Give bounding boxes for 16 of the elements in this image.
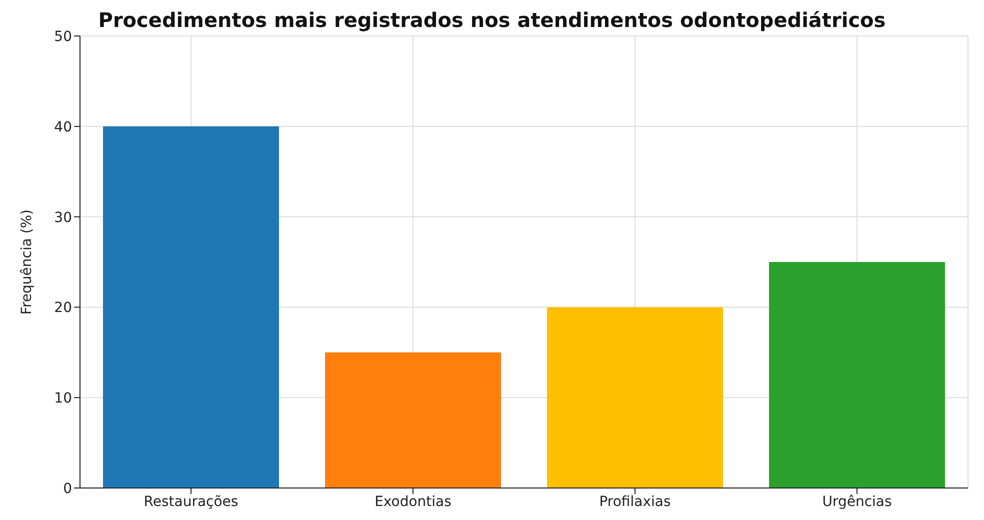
- x-tick-label: Urgências: [822, 494, 892, 510]
- y-tick-label: 20: [54, 300, 72, 316]
- y-tick-label: 10: [54, 390, 72, 407]
- bar: [325, 352, 501, 488]
- y-tick-label: 0: [63, 480, 72, 497]
- y-tick-label: 40: [54, 119, 72, 136]
- chart-title: Procedimentos mais registrados nos atendimentos odontopediátricos: [98, 8, 886, 32]
- y-tick-label: 50: [54, 28, 72, 45]
- bar: [103, 126, 279, 488]
- y-axis-title: Frequência (%): [18, 209, 35, 315]
- x-tick-label: Exodontias: [374, 494, 452, 510]
- bar: [769, 262, 945, 488]
- bar: [547, 307, 723, 488]
- x-tick-label: Restaurações: [144, 494, 238, 510]
- y-tick-label: 30: [54, 210, 72, 226]
- x-tick-label: Profilaxias: [599, 494, 671, 510]
